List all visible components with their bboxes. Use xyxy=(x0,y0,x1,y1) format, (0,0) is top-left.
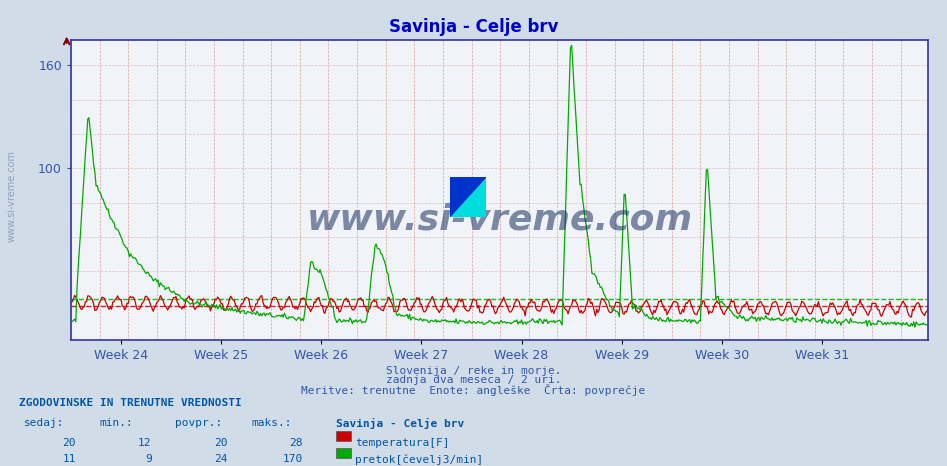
Text: zadnja dva meseca / 2 uri.: zadnja dva meseca / 2 uri. xyxy=(385,375,562,385)
Text: Savinja - Celje brv: Savinja - Celje brv xyxy=(389,18,558,36)
Polygon shape xyxy=(450,177,486,217)
Text: www.si-vreme.com: www.si-vreme.com xyxy=(307,203,692,237)
Text: pretok[čevelj3/min]: pretok[čevelj3/min] xyxy=(355,454,483,465)
Text: 12: 12 xyxy=(138,438,152,447)
Text: Meritve: trenutne  Enote: angleške  Črta: povprečje: Meritve: trenutne Enote: angleške Črta: … xyxy=(301,384,646,397)
Text: 28: 28 xyxy=(290,438,303,447)
Text: 9: 9 xyxy=(145,454,152,464)
Text: sedaj:: sedaj: xyxy=(24,418,64,428)
Text: min.:: min.: xyxy=(99,418,134,428)
Text: 170: 170 xyxy=(283,454,303,464)
Text: 20: 20 xyxy=(214,438,227,447)
Text: Savinja - Celje brv: Savinja - Celje brv xyxy=(336,418,464,429)
Text: povpr.:: povpr.: xyxy=(175,418,223,428)
Text: www.si-vreme.com: www.si-vreme.com xyxy=(7,150,16,242)
Text: temperatura[F]: temperatura[F] xyxy=(355,438,450,447)
Polygon shape xyxy=(450,177,486,217)
Text: 20: 20 xyxy=(63,438,76,447)
Polygon shape xyxy=(450,177,486,217)
Text: ZGODOVINSKE IN TRENUTNE VREDNOSTI: ZGODOVINSKE IN TRENUTNE VREDNOSTI xyxy=(19,398,241,408)
Text: 24: 24 xyxy=(214,454,227,464)
Text: 11: 11 xyxy=(63,454,76,464)
Text: maks.:: maks.: xyxy=(251,418,292,428)
Text: Slovenija / reke in morje.: Slovenija / reke in morje. xyxy=(385,366,562,376)
